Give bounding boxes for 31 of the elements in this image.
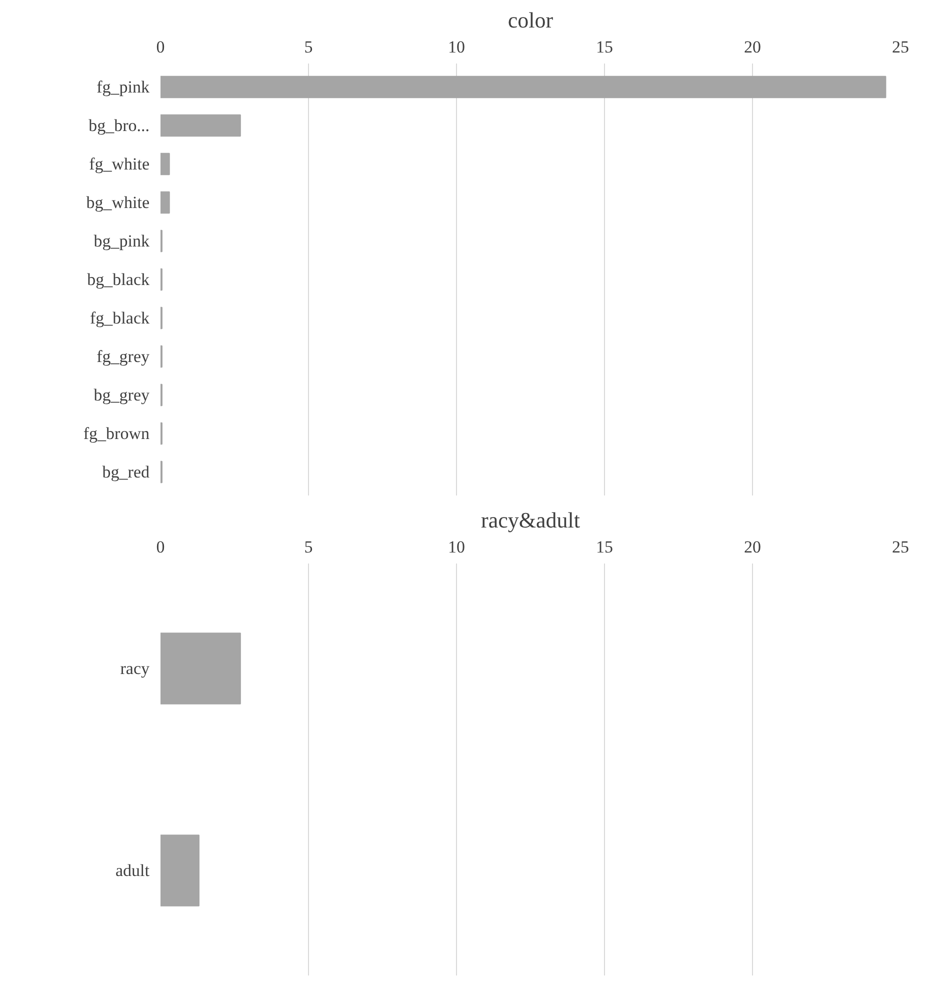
x-tick-label: 15 <box>596 538 613 556</box>
bar <box>160 76 886 98</box>
y-tick-label: racy <box>120 659 150 678</box>
y-tick-label: fg_brown <box>83 424 150 444</box>
chart-title: racy&adult <box>481 508 580 532</box>
x-tick-label: 0 <box>156 38 165 56</box>
y-tick-label: fg_grey <box>96 347 150 366</box>
x-tick-label: 5 <box>304 38 313 56</box>
y-tick-label: fg_pink <box>96 77 150 96</box>
x-tick-label: 20 <box>744 538 761 556</box>
x-tick-label: 5 <box>304 538 313 556</box>
y-tick-label: fg_black <box>90 308 150 328</box>
x-tick-label: 15 <box>596 38 613 56</box>
y-tick-label: fg_white <box>89 154 150 174</box>
y-tick-label: bg_pink <box>94 231 150 250</box>
y-tick-label: bg_red <box>102 462 150 482</box>
chart-title: color <box>508 8 554 32</box>
x-tick-label: 25 <box>892 538 909 556</box>
y-tick-label: adult <box>116 860 150 880</box>
x-tick-label: 20 <box>744 38 761 56</box>
y-tick-label: bg_black <box>87 270 150 289</box>
bar <box>160 191 170 214</box>
y-tick-label: bg_bro... <box>88 116 150 135</box>
y-tick-label: bg_grey <box>94 386 150 405</box>
x-tick-label: 10 <box>448 38 465 56</box>
x-tick-label: 10 <box>448 538 465 556</box>
x-tick-label: 0 <box>156 538 165 556</box>
bar <box>160 152 170 176</box>
bar <box>160 114 241 137</box>
x-tick-label: 25 <box>892 38 909 56</box>
y-tick-label: bg_white <box>86 192 150 212</box>
